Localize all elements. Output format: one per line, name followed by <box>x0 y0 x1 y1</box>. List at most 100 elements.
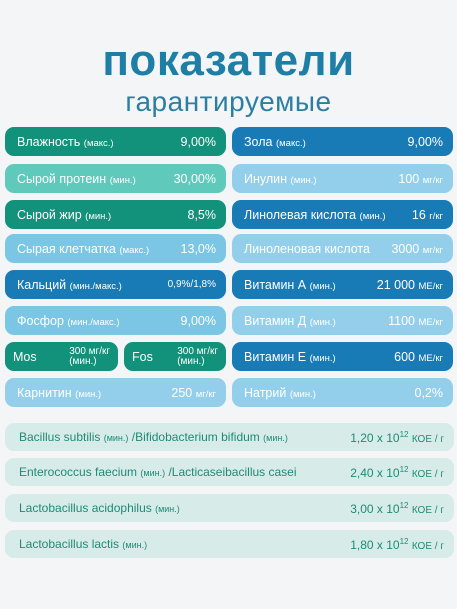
nutrient-qualifier: (мин./макс.) <box>69 280 122 292</box>
bacteria-exponent: 12 <box>399 464 409 474</box>
nutrient-inulin: Инулин (мин.) 100 мг/кг <box>232 164 453 193</box>
nutrient-qualifier: (макс.) <box>275 137 306 149</box>
bacteria-qualifier: (мин.) <box>155 504 180 514</box>
nutrient-unit: МЕ/кг <box>418 316 443 328</box>
nutrient-unit: МЕ/кг <box>418 352 443 364</box>
nutrient-value: 8,5% <box>187 207 217 222</box>
nutrient-name: Витамин А <box>244 277 307 292</box>
nutrient-name: Линолевая кислота <box>244 207 357 222</box>
nutrient-value: 9,00% <box>407 134 443 149</box>
bacteria-exponent: 12 <box>399 429 409 439</box>
bacteria-qualifier: (мин.) <box>103 433 129 443</box>
nutrient-value: 300 мг/кг <box>69 345 110 357</box>
nutrient-value: 100 <box>398 171 420 186</box>
bacteria-row: Lactobacillus acidophilus (мин.) 3,00 x … <box>5 494 454 522</box>
nutrient-qualifier: (макс.) <box>119 244 150 256</box>
nutrient-qualifier: (мин.) <box>289 388 316 400</box>
nutrient-name: Линоленовая кислота <box>244 241 370 256</box>
nutrient-value: 1100 <box>388 313 415 328</box>
nutrient-qualifier: (мин.) <box>75 388 102 400</box>
nutrient-name: Mos <box>13 349 37 364</box>
page-title: показатели <box>102 36 355 85</box>
bacteria-value: 3,00 x 10 <box>350 501 400 516</box>
nutrient-unit: мг/кг <box>422 174 443 186</box>
nutrient-crude-protein: Сырой протеин (мин.) 30,00% <box>5 164 226 193</box>
nutrient-qualifier: (мин./макс.) <box>67 316 120 328</box>
nutrient-name: Влажность <box>17 134 81 149</box>
nutrient-name: Витамин Д <box>244 313 307 328</box>
bacteria-exponent: 12 <box>399 536 409 546</box>
nutrient-value: 600 <box>394 349 415 364</box>
nutrient-name: Витамин Е <box>244 349 307 364</box>
nutrient-value: 21 000 <box>376 277 415 292</box>
bacteria-name: Bacillus subtilis <box>19 430 101 444</box>
bacteria-value: 1,80 x 10 <box>350 537 400 552</box>
bacteria-name: Lactobacillus acidophilus <box>19 501 152 515</box>
nutrient-linoleic-acid: Линолевая кислота (мин.) 16 г/кг <box>232 200 453 229</box>
nutrient-linolenic-acid: Линоленовая кислота 3000 мг/кг <box>232 234 453 263</box>
nutrient-value: 16 <box>411 207 426 222</box>
nutrient-qualifier: (мин.) <box>309 316 336 328</box>
bacteria-name-2: /Bifidobacterium bifidum <box>131 430 260 444</box>
nutrient-mos: Mos 300 мг/кг (мин.) <box>5 342 118 371</box>
nutrient-unit: мг/кг <box>195 388 216 400</box>
bacteria-qualifier: (мин.) <box>122 540 148 550</box>
nutrient-moisture: Влажность (макс.) 9,00% <box>5 127 226 156</box>
nutrient-ash: Зола (макс.) 9,00% <box>232 127 453 156</box>
nutrient-name: Зола <box>244 134 273 149</box>
nutrient-qualifier: (мин.) <box>177 355 205 367</box>
nutrient-name: Фосфор <box>17 313 64 328</box>
nutrient-value: 250 <box>171 385 193 400</box>
nutrient-qualifier: (мин.) <box>109 174 136 186</box>
nutrient-qualifier: (мин.) <box>69 355 97 367</box>
nutrient-carnitine: Карнитин (мин.) 250 мг/кг <box>5 378 226 407</box>
nutrient-name: Натрий <box>244 385 287 400</box>
nutrient-value: 9,00% <box>180 313 216 328</box>
nutrient-fos: Fos 300 мг/кг (мин.) <box>124 342 226 371</box>
nutrient-value: 30,00% <box>173 171 216 186</box>
nutrient-unit: г/кг <box>429 210 443 222</box>
nutrient-name: Карнитин <box>17 385 72 400</box>
bacteria-unit: КОЕ / г <box>411 468 444 480</box>
nutrient-phosphorus: Фосфор (мин./макс.) 9,00% <box>5 306 226 335</box>
bacteria-qualifier-2: (мин.) <box>263 433 288 443</box>
nutrient-vitamin-d: Витамин Д (мин.) 1100 МЕ/кг <box>232 306 453 335</box>
nutrient-name: Инулин <box>244 171 288 186</box>
nutrient-name: Сырая клетчатка <box>17 241 116 256</box>
nutrient-crude-fat: Сырой жир (мин.) 8,5% <box>5 200 226 229</box>
bacteria-value: 2,40 x 10 <box>350 465 400 480</box>
bacteria-name-2: /Lacticaseibacillus casei <box>168 465 297 479</box>
bacteria-unit: КОЕ / г <box>411 540 444 552</box>
nutrient-unit: МЕ/кг <box>418 280 443 292</box>
page-subtitle: гарантируемые <box>125 86 332 117</box>
bacteria-unit: КОЕ / г <box>411 433 444 445</box>
nutrient-vitamin-a: Витамин А (мин.) 21 000 МЕ/кг <box>232 270 453 299</box>
bacteria-exponent: 12 <box>399 500 409 510</box>
nutrient-unit: мг/кг <box>422 244 443 256</box>
nutrient-qualifier: (мин.) <box>309 280 336 292</box>
nutrient-value: 300 мг/кг <box>177 345 218 357</box>
nutrient-qualifier: (мин.) <box>290 174 317 186</box>
nutrient-vitamin-e: Витамин Е (мин.) 600 МЕ/кг <box>232 342 453 371</box>
nutrient-qualifier: (мин.) <box>359 210 386 222</box>
bacteria-name: Lactobacillus lactis <box>19 537 120 551</box>
bacteria-row: Bacillus subtilis (мин.) /Bifidobacteriu… <box>5 423 454 451</box>
nutrient-qualifier: (мин.) <box>309 352 336 364</box>
nutrient-value: 13,0% <box>180 241 216 256</box>
bacteria-unit: КОЕ / г <box>411 504 444 516</box>
bacteria-name: Enterococcus faecium <box>19 465 138 479</box>
nutrient-sodium: Натрий (мин.) 0,2% <box>232 378 453 407</box>
nutrient-calcium: Кальций (мин./макс.) 0,9%/1,8% <box>5 270 226 299</box>
bacteria-qualifier: (мин.) <box>140 468 166 478</box>
nutrient-name: Сырой жир <box>17 207 82 222</box>
nutrient-value: 0,2% <box>414 385 444 400</box>
bacteria-row: Enterococcus faecium (мин.) /Lacticaseib… <box>5 458 454 486</box>
nutrient-value: 0,9%/1,8% <box>167 279 216 290</box>
bacteria-value: 1,20 x 10 <box>350 430 400 445</box>
nutrient-qualifier: (макс.) <box>83 137 114 149</box>
nutrient-crude-fiber: Сырая клетчатка (макс.) 13,0% <box>5 234 226 263</box>
nutrient-name: Fos <box>132 349 153 364</box>
bacteria-row: Lactobacillus lactis (мин.) 1,80 x 1012 … <box>5 530 454 558</box>
nutrient-name: Сырой протеин <box>17 171 107 186</box>
nutrient-value: 9,00% <box>180 134 216 149</box>
